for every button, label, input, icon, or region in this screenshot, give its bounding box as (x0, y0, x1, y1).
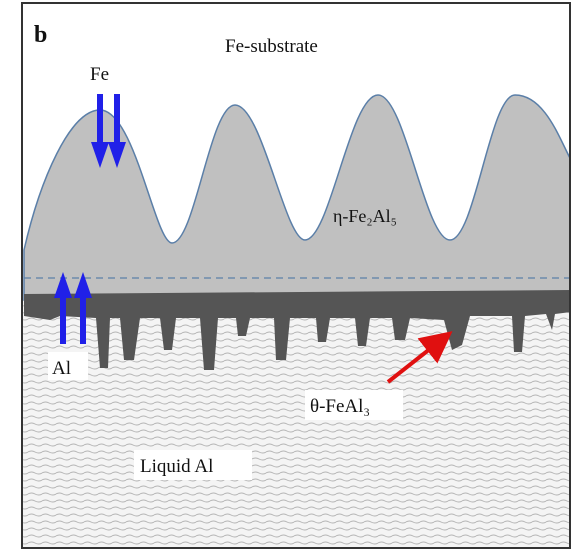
theta-label-bg (305, 390, 403, 420)
theta-layer (24, 290, 571, 370)
liquid-region (22, 300, 571, 549)
al-arrows (54, 272, 92, 344)
fe-label: Fe (90, 64, 109, 85)
theta-label: θ-FeAl₃ (310, 396, 370, 417)
substrate-label: Fe-substrate (225, 36, 318, 57)
al-label: Al (52, 358, 71, 379)
eta-region (23, 94, 571, 301)
theta-pointer (386, 331, 453, 384)
al-label-bg (48, 352, 88, 380)
frame (21, 2, 571, 549)
liquid-label: Liquid Al (140, 456, 213, 477)
eta-label: η-Fe₂Al₅ (333, 206, 397, 226)
fe-arrows (91, 94, 126, 168)
panel-label: b (34, 22, 47, 48)
liquid-label-bg (134, 450, 252, 480)
